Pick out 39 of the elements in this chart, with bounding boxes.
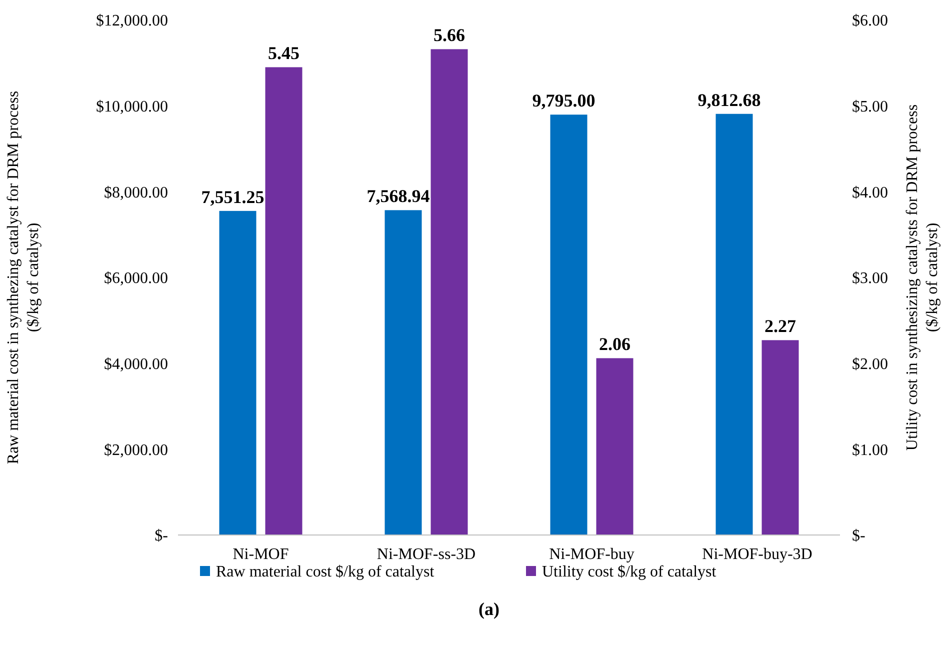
y2-axis-title: Utility cost in synthesizing catalysts for DRM process ($/kg of catalyst) <box>904 104 941 451</box>
x-tick-label: Ni-MOF-ss-3D <box>376 546 476 563</box>
data-label: 9,795.00 <box>532 90 596 111</box>
data-label: 5.45 <box>268 43 300 64</box>
bar <box>265 67 302 535</box>
text: (a) <box>478 599 500 619</box>
bar <box>550 114 588 535</box>
y2-tick-label: $2.00 <box>852 356 888 373</box>
data-label: 2.27 <box>764 316 796 336</box>
data-label: 5.66 <box>434 25 465 46</box>
y2-tick-label: $- <box>852 528 866 545</box>
bar <box>384 210 422 535</box>
y-axis-title: Raw material cost in synthezing catalyst for DRM process ($/kg of catalyst) <box>5 90 42 464</box>
x-tick-label: Ni-MOF-buy <box>549 546 634 563</box>
legend-label: Utility cost $/kg of catalyst <box>542 564 717 581</box>
y2-tick-label: $3.00 <box>852 270 888 288</box>
y2-tick-label: $4.00 <box>852 184 888 202</box>
data-label: 2.06 <box>599 334 630 354</box>
y2-tick-label: $6.00 <box>852 12 888 30</box>
y-tick-label: $8,000.00 <box>104 184 168 202</box>
y-tick-label: $- <box>154 528 168 545</box>
data-label: 7,551.25 <box>201 186 264 207</box>
data-label: 7,568.94 <box>366 186 430 206</box>
bar <box>219 210 256 535</box>
y-tick-label: $6,000.00 <box>104 270 168 288</box>
y-tick-label: $4,000.00 <box>104 356 168 373</box>
y-tick-label: $12,000.00 <box>96 12 168 30</box>
y2-tick-label: $5.00 <box>852 98 888 116</box>
bar <box>430 49 468 535</box>
bar <box>596 358 634 535</box>
y2-tick-label: $1.00 <box>852 442 888 459</box>
bar <box>762 340 799 535</box>
x-tick-label: Ni-MOF-buy-3D <box>702 546 812 563</box>
bar <box>716 114 753 535</box>
data-label: 9,812.68 <box>698 90 761 110</box>
x-tick-label: Ni-MOF <box>232 546 289 563</box>
y-tick-label: $10,000.00 <box>96 98 168 116</box>
legend-label: Raw material cost $/kg of catalyst <box>216 564 435 581</box>
y-tick-label: $2,000.00 <box>104 442 168 459</box>
